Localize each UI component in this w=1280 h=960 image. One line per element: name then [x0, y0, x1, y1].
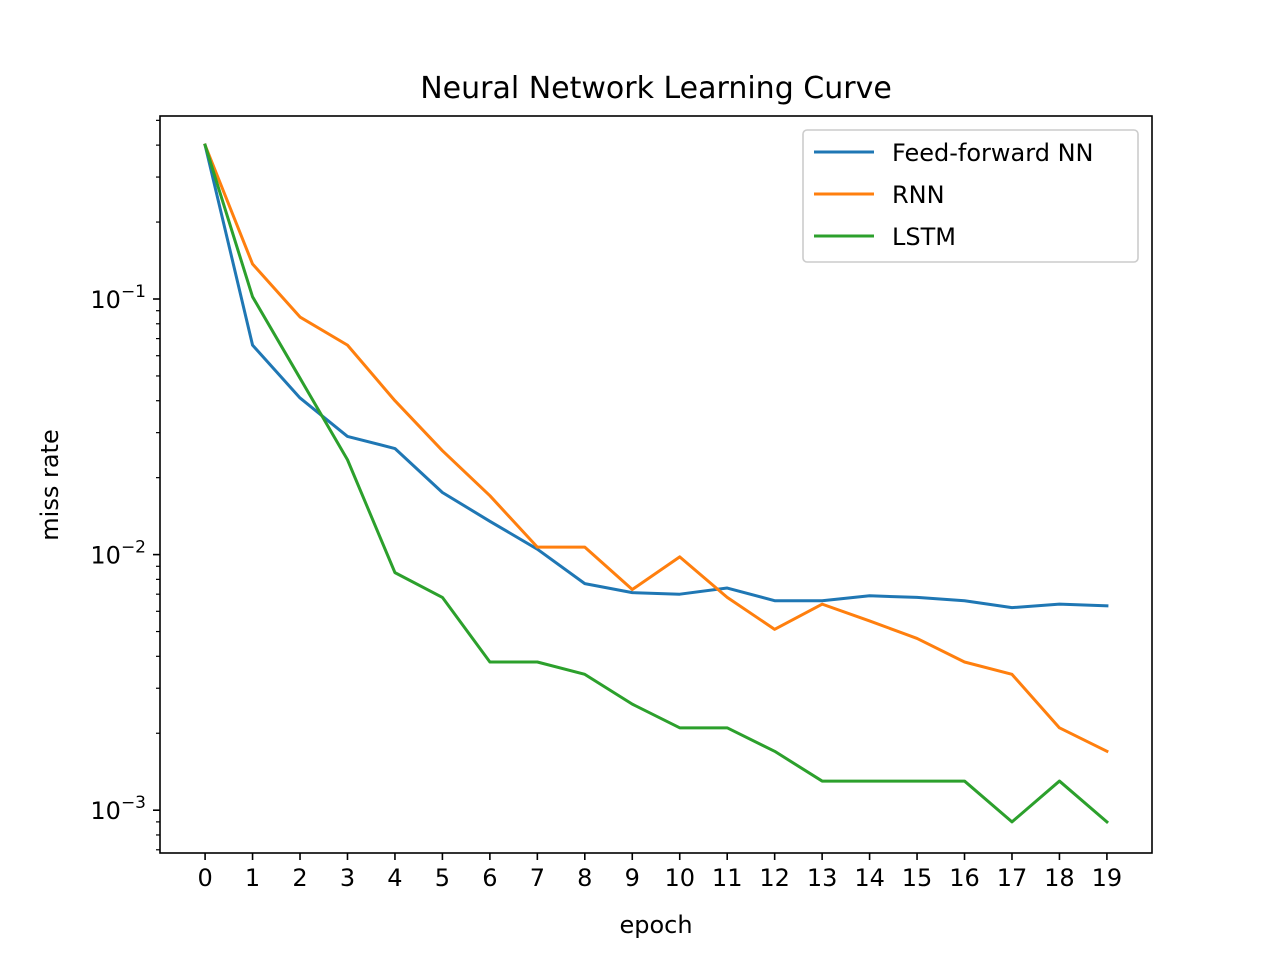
series-lines [203, 143, 1110, 825]
y-tick-label: 10−3 [90, 793, 146, 825]
x-tick-label: 4 [387, 864, 402, 892]
x-tick-label: 8 [577, 864, 592, 892]
x-tick-label: 5 [435, 864, 450, 892]
x-tick-label: 7 [530, 864, 545, 892]
x-tick-label: 0 [197, 864, 212, 892]
x-axis-label: epoch [619, 911, 692, 939]
chart-title: Neural Network Learning Curve [420, 71, 892, 106]
x-tick-label: 2 [292, 864, 307, 892]
legend: Feed-forward NN RNN LSTM [802, 129, 1139, 263]
y-tick-label: 10−1 [90, 282, 146, 314]
axis-ticks: 0 1 2 3 4 5 6 7 8 9 10 11 12 13 14 15 16 17 18 1910−110−210… [90, 119, 1123, 892]
series-line [203, 143, 1109, 610]
x-tick-label: 10 [664, 864, 695, 892]
x-tick-label: 19 [1092, 864, 1123, 892]
plot-frame [159, 115, 1153, 854]
x-tick-label: 17 [997, 864, 1028, 892]
x-tick-label: 18 [1044, 864, 1075, 892]
series-line [203, 143, 1110, 825]
legend-box [802, 129, 1139, 263]
x-tick-label: 6 [482, 864, 497, 892]
x-tick-label: 9 [625, 864, 640, 892]
x-tick-label: 1 [245, 864, 260, 892]
x-tick-label: 13 [807, 864, 838, 892]
legend-label: LSTM [892, 223, 956, 251]
legend-label: RNN [892, 181, 945, 209]
y-axis-label: miss rate [36, 429, 64, 540]
x-tick-label: 12 [759, 864, 790, 892]
y-tick-label: 10−2 [90, 538, 146, 570]
x-tick-label: 3 [340, 864, 355, 892]
x-tick-label: 16 [949, 864, 980, 892]
x-tick-label: 15 [902, 864, 933, 892]
series-line [203, 143, 1109, 754]
x-tick-label: 14 [854, 864, 885, 892]
x-tick-label: 11 [712, 864, 743, 892]
legend-label: Feed-forward NN [892, 139, 1093, 167]
